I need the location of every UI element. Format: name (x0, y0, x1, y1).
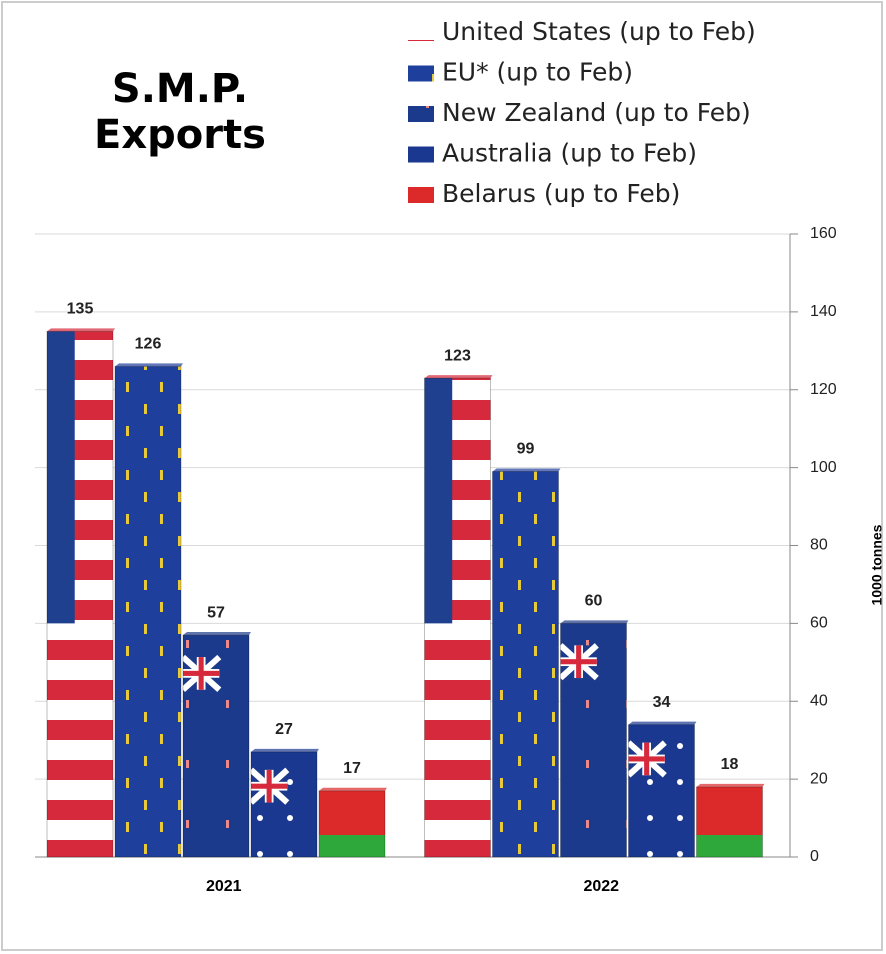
legend-pattern (408, 106, 434, 122)
y-tick-label: 100 (810, 459, 837, 476)
value-label: 27 (275, 721, 293, 738)
bar-top (319, 787, 387, 791)
y-tick-label: 60 (810, 615, 828, 632)
flag-detail (47, 331, 75, 624)
value-label: 123 (444, 347, 471, 364)
legend-pattern (408, 65, 434, 82)
value-label: 99 (517, 441, 535, 458)
bar-edge (318, 790, 386, 858)
legend-label: Australia (up to Feb) (442, 139, 697, 168)
bar-top (560, 620, 629, 624)
value-label: 17 (343, 760, 361, 777)
flag-detail (576, 645, 582, 679)
y-tick-label: 80 (810, 537, 828, 554)
x-tick-label: 2022 (583, 878, 619, 895)
bar-top (115, 363, 183, 367)
bar-top (251, 748, 319, 752)
flag-detail (319, 835, 385, 857)
y-tick-label: 0 (810, 848, 819, 865)
value-label: 18 (721, 756, 739, 773)
flag-pattern (492, 471, 559, 857)
value-label: 126 (135, 336, 162, 353)
bar-edge (492, 471, 559, 858)
chart-title: S.M.P. Exports (94, 66, 266, 158)
bar-top (424, 375, 493, 379)
flag-detail (266, 769, 272, 803)
value-label: 60 (585, 593, 603, 610)
legend-label: United States (up to Feb) (442, 17, 756, 46)
flag-detail (424, 378, 453, 624)
bar-edge (182, 634, 250, 858)
bar-edge (560, 622, 627, 858)
bar-top (696, 783, 765, 787)
value-label: 135 (67, 301, 94, 318)
flag-pattern (115, 366, 181, 857)
flag-pattern (251, 751, 317, 857)
value-label: 57 (207, 604, 225, 621)
bar-top (628, 721, 697, 725)
bar-edge (628, 724, 695, 858)
legend-label: Belarus (up to Feb) (442, 179, 680, 208)
legend-pattern (408, 146, 434, 163)
bar-top (183, 632, 251, 636)
y-tick-label: 120 (810, 381, 837, 398)
y-tick-label: 20 (810, 770, 828, 787)
bar-top (47, 328, 115, 332)
bar-edge (424, 377, 491, 858)
flag-detail (696, 835, 763, 857)
y-tick-label: 160 (810, 225, 837, 242)
x-tick-label: 2021 (206, 878, 242, 895)
bar-edge (46, 330, 114, 858)
legend-pattern (408, 25, 434, 41)
y-axis-label: 1000 tonnes (869, 524, 885, 605)
y-tick-label: 140 (810, 303, 837, 320)
bar-edge (250, 751, 318, 858)
legend-pattern (408, 187, 434, 203)
legend-label: New Zealand (up to Feb) (442, 98, 751, 127)
bar-edge (114, 365, 182, 858)
bar-top (492, 468, 561, 472)
y-tick-label: 40 (810, 692, 828, 709)
value-label: 34 (653, 694, 671, 711)
bar-edge (696, 786, 763, 858)
flag-detail (198, 657, 204, 690)
legend-label: EU* (up to Feb) (442, 58, 633, 87)
flag-detail (644, 742, 650, 776)
